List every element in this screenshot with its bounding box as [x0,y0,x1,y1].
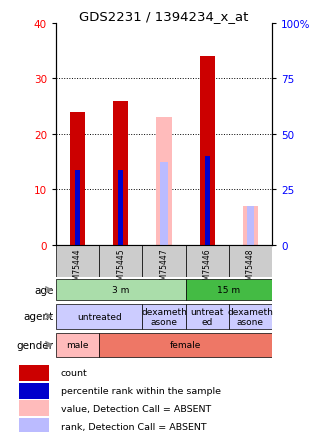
Bar [229,304,272,329]
Bar [70,112,85,245]
Text: male: male [66,340,89,349]
Text: agent: agent [24,312,54,322]
Bar [99,333,272,357]
Bar [142,245,186,278]
Bar [142,304,186,329]
Bar [204,157,210,245]
Bar [113,101,128,245]
Bar [19,400,49,416]
Bar [229,245,272,278]
Bar [99,245,142,278]
Bar [19,383,49,399]
Bar [19,365,49,381]
Text: GSM75448: GSM75448 [246,248,255,289]
Text: dexameth
asone: dexameth asone [141,307,187,326]
Bar [186,280,272,300]
Bar [200,57,215,245]
Bar [200,157,215,245]
Bar [160,162,168,245]
Text: value, Detection Call = ABSENT: value, Detection Call = ABSENT [61,404,211,413]
Bar [56,304,142,329]
Text: untreated: untreated [77,312,122,321]
Bar [186,245,229,278]
Title: GDS2231 / 1394234_x_at: GDS2231 / 1394234_x_at [79,10,249,23]
Text: GSM75444: GSM75444 [73,248,82,289]
Text: count: count [61,368,88,378]
Text: GSM75447: GSM75447 [159,248,169,289]
Text: female: female [170,340,201,349]
Bar [75,171,80,245]
Bar [186,304,229,329]
Text: untreat
ed: untreat ed [190,307,224,326]
Text: dexameth
asone: dexameth asone [228,307,273,326]
Bar [243,207,258,245]
Bar [56,333,99,357]
Bar [19,418,49,434]
Bar [156,118,172,245]
Bar [246,207,254,245]
Text: 3 m: 3 m [112,286,130,295]
Bar [56,245,99,278]
Text: gender: gender [17,340,54,350]
Text: GSM75445: GSM75445 [116,248,125,289]
Bar [118,171,124,245]
Text: percentile rank within the sample: percentile rank within the sample [61,387,221,395]
Text: 15 m: 15 m [217,286,240,295]
Bar [56,280,186,300]
Text: rank, Detection Call = ABSENT: rank, Detection Call = ABSENT [61,421,206,431]
Text: age: age [35,285,54,295]
Text: GSM75446: GSM75446 [203,248,212,289]
